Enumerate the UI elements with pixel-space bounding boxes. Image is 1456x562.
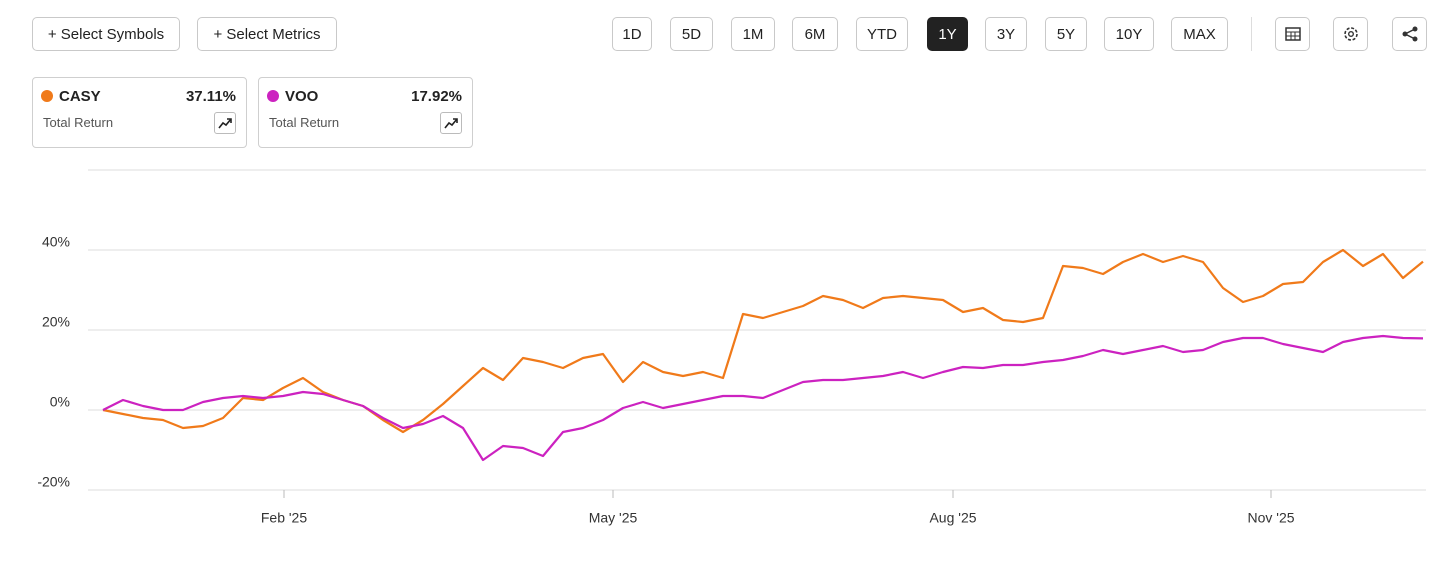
range-button[interactable]: 5D (670, 17, 713, 51)
symbol-dot (41, 90, 53, 102)
range-button[interactable]: 6M (792, 17, 838, 51)
x-tick-label: Aug '25 (929, 510, 976, 526)
symbol-dot (267, 90, 279, 102)
range-button[interactable]: MAX (1171, 17, 1228, 51)
x-tick-label: May '25 (589, 510, 638, 526)
y-tick-label: 0% (50, 394, 70, 410)
trend-icon (444, 118, 458, 129)
symbol-card[interactable]: CASY 37.11% Total Return (32, 77, 247, 148)
settings-icon (1343, 27, 1358, 41)
table-button[interactable] (1275, 17, 1310, 51)
range-button[interactable]: 1Y (927, 17, 968, 51)
total-return-value: 37.11% (185, 88, 236, 105)
select-button[interactable]: + Select Symbols (32, 17, 180, 51)
range-button[interactable]: 5Y (1045, 17, 1087, 51)
share-icon (1402, 26, 1417, 42)
settings-button[interactable] (1333, 17, 1368, 51)
range-button[interactable]: 3Y (985, 17, 1027, 51)
range-button[interactable]: 1M (731, 17, 775, 51)
x-tick-label: Nov '25 (1247, 510, 1294, 526)
range-button[interactable]: 1D (612, 17, 652, 51)
total-return-value: 17.92% (411, 88, 462, 105)
series-line (102, 334, 1424, 462)
y-tick-label: 40% (42, 234, 70, 250)
symbol-name: VOO (285, 88, 319, 105)
y-tick-label: -20% (37, 474, 70, 490)
symbol-card[interactable]: VOO 17.92% Total Return (258, 77, 473, 148)
range-button[interactable]: YTD (856, 17, 908, 51)
chart-icon-button[interactable] (440, 112, 462, 134)
share-button[interactable] (1392, 17, 1427, 51)
divider (1251, 17, 1252, 51)
symbol-name: CASY (59, 88, 101, 105)
select-button[interactable]: + Select Metrics (197, 17, 337, 51)
x-tick-label: Feb '25 (261, 510, 307, 526)
total-return-label: Total Return (43, 115, 114, 130)
trend-icon (218, 118, 232, 129)
chart-icon-button[interactable] (214, 112, 236, 134)
range-button[interactable]: 10Y (1104, 17, 1154, 51)
series-line (102, 248, 1424, 434)
table-icon (1284, 27, 1301, 41)
total-return-label: Total Return (269, 115, 340, 130)
y-tick-label: 20% (42, 314, 70, 330)
